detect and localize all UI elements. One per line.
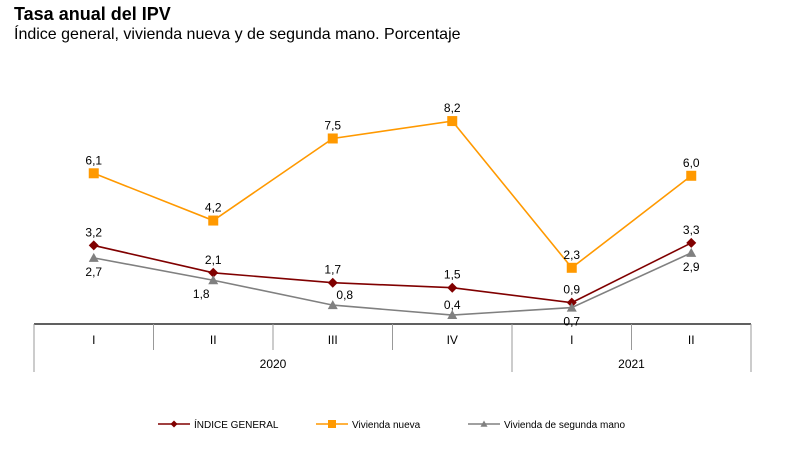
data-point-marker [327,300,338,310]
data-point-marker [447,282,458,293]
x-tick-label: I [570,333,573,347]
data-label: 0,4 [444,298,461,312]
data-point-marker [88,240,99,251]
series-line-0 [93,242,692,304]
data-point-marker [686,247,697,257]
data-point-marker [88,252,99,262]
data-point-marker [327,277,338,288]
data-label: 0,8 [336,288,353,302]
data-point-marker [686,170,697,181]
data-label: 2,9 [683,260,700,274]
legend-marker [328,420,336,428]
data-label: 1,7 [324,263,341,277]
data-point-marker [208,275,219,285]
data-point-marker [447,310,458,320]
data-point-marker [208,215,219,226]
data-point-marker [447,116,458,127]
data-label: 0,9 [563,283,580,297]
data-point-marker [88,168,99,179]
data-label: 6,1 [85,153,102,167]
data-label: 4,2 [205,201,222,215]
data-point-marker [566,262,577,273]
data-label: 2,7 [85,265,102,279]
x-tick-label: III [328,333,338,347]
legend-label: Vivienda de segunda mano [504,420,625,431]
data-label: 1,5 [444,268,461,282]
legend-label: ÍNDICE GENERAL [194,418,279,431]
series-line-2 [93,252,692,316]
data-label: 8,2 [444,101,461,115]
series-line-1 [93,120,692,269]
data-label: 3,2 [85,225,102,239]
x-tick-label: II [210,333,217,347]
x-tick-label: II [688,333,695,347]
chart-title: Tasa anual del IPV [14,4,171,24]
data-label: 0,7 [563,315,580,329]
x-group-label: 2020 [260,357,287,371]
data-label: 7,5 [324,118,341,132]
data-point-marker [208,267,219,278]
data-point-marker [327,133,338,144]
chart-subtitle: Índice general, vivienda nueva y de segu… [14,26,461,43]
x-tick-label: IV [447,333,458,347]
data-label: 1,8 [193,287,210,301]
data-point-marker [566,302,577,312]
legend-marker [480,420,488,427]
x-group-label: 2021 [618,357,645,371]
legend-marker [170,420,178,428]
data-label: 2,1 [205,253,222,267]
legend-label: Vivienda nueva [352,420,421,431]
data-point-marker [686,237,697,248]
data-label: 2,3 [563,248,580,262]
data-label: 3,3 [683,223,700,237]
x-tick-label: I [92,333,95,347]
data-label: 6,0 [683,156,700,170]
